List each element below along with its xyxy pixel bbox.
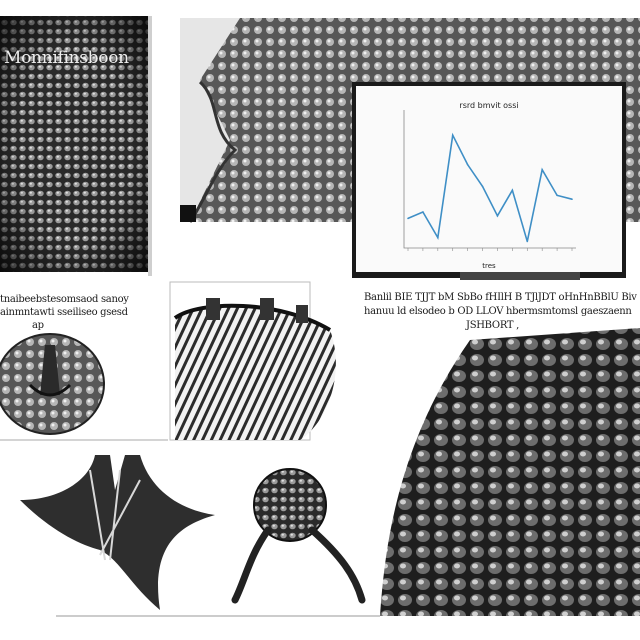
panel-top-left-cells [0,16,152,276]
data-point [437,236,439,239]
chart-axes [403,110,576,249]
data-point [451,134,454,136]
right-middle-caption-line2: hanuu ld elsodeo b OD LLOV hbermsmtomsl … [364,306,632,317]
left-middle-caption-line2: ainmntawti sseiliseo gsesd [0,307,128,318]
data-point [511,189,514,192]
chart-x-label: tres [482,262,496,270]
right-middle-caption-line1: Banlil BIE TJJT bM SbBo fHIlH B TJlJDT o… [364,292,637,303]
data-point [496,215,499,217]
right-middle-caption-line3: JSHBORT , [466,320,519,331]
data-point [526,240,529,243]
panel-striped-specimen [169,281,336,441]
panel-bone-structure [20,455,380,617]
series-line [407,132,573,242]
data-point [556,194,558,197]
chart-frame [352,82,626,280]
left-middle-caption-line3: ap [32,320,44,331]
chart-title: rsrd bmvit ossi [459,101,518,110]
panel-cell-mass [380,328,640,616]
data-point [422,211,424,213]
line-chart: rsrd bmvit ossi tres [403,101,576,270]
panel-round-organism [231,468,366,604]
data-point [466,163,469,166]
data-point [481,185,484,188]
data-point [571,198,573,200]
data-point [541,168,543,171]
data-point [407,217,409,220]
top-left-caption: Monnifinsboon [4,48,129,68]
panel-round-specimen [0,325,168,441]
left-middle-caption-line1: tnaibeebstesomsaod sanoy [0,294,129,305]
